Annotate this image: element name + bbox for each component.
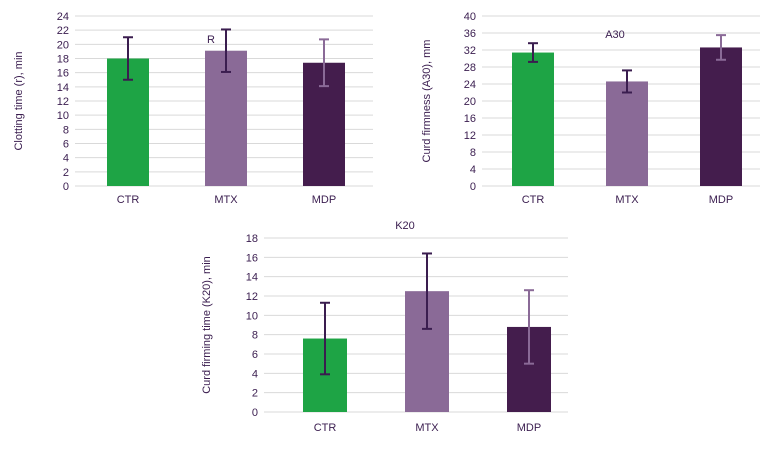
category-label: CTR xyxy=(314,422,337,434)
category-label: MTX xyxy=(615,194,639,206)
y-tick-label: 10 xyxy=(57,110,69,122)
chart-title: A30 xyxy=(605,29,625,41)
bar-mtx xyxy=(606,81,648,186)
category-label: MTX xyxy=(415,422,439,434)
y-tick-label: 10 xyxy=(246,310,258,322)
y-tick-label: 24 xyxy=(57,11,69,23)
y-tick-label: 4 xyxy=(63,153,69,165)
category-label: MDP xyxy=(709,194,733,206)
y-tick-label: 0 xyxy=(252,407,258,419)
y-tick-label: 20 xyxy=(57,39,69,51)
y-tick-label: 14 xyxy=(57,82,69,94)
y-tick-label: 2 xyxy=(252,388,258,400)
y-tick-label: 0 xyxy=(470,181,476,193)
curd-firmness-chart: 0 4 8 12 16 20 24 28 32 36 40 CTR MTX MDP A30 Curd firm… xyxy=(421,11,760,206)
y-tick-label: 8 xyxy=(63,124,69,136)
y-tick-label: 36 xyxy=(464,28,476,40)
y-tick-label: 4 xyxy=(252,368,258,380)
category-label: MDP xyxy=(517,422,541,434)
chart-title: R xyxy=(207,34,215,46)
y-tick-label: 12 xyxy=(464,130,476,142)
category-label: CTR xyxy=(522,194,545,206)
y-tick-label: 0 xyxy=(63,181,69,193)
category-label: MTX xyxy=(214,194,238,206)
y-tick-label: 40 xyxy=(464,11,476,23)
y-tick-label: 28 xyxy=(464,62,476,74)
y-axis-label: Curd firming time (K20), min xyxy=(201,256,213,394)
y-tick-label: 12 xyxy=(57,96,69,108)
y-tick-label: 6 xyxy=(63,139,69,151)
y-axis-label: Curd firmness (A30), mm xyxy=(421,40,433,163)
y-tick-label: 20 xyxy=(464,96,476,108)
y-tick-label: 12 xyxy=(246,291,258,303)
y-tick-label: 24 xyxy=(464,79,476,91)
y-tick-label: 2 xyxy=(63,167,69,179)
category-label: MDP xyxy=(312,194,336,206)
y-tick-label: 6 xyxy=(252,349,258,361)
y-axis-label: Clotting time (r), min xyxy=(13,51,25,150)
y-tick-label: 32 xyxy=(464,45,476,57)
y-tick-label: 4 xyxy=(470,164,476,176)
y-tick-label: 8 xyxy=(252,330,258,342)
y-tick-label: 16 xyxy=(464,113,476,125)
bar-ctr xyxy=(512,52,554,186)
curd-firming-time-chart: 0 2 4 6 8 10 12 14 16 18 CTR MTX MDP K20 Curd firming … xyxy=(201,220,568,434)
chart-title: K20 xyxy=(395,220,415,232)
y-tick-label: 18 xyxy=(57,54,69,66)
y-tick-label: 8 xyxy=(470,147,476,159)
y-tick-label: 22 xyxy=(57,25,69,37)
bar-mtx xyxy=(205,50,247,187)
bar-mdp xyxy=(700,47,742,187)
category-label: CTR xyxy=(117,194,140,206)
y-tick-label: 18 xyxy=(246,233,258,245)
y-tick-label: 16 xyxy=(246,252,258,264)
y-tick-label: 16 xyxy=(57,68,69,80)
y-tick-label: 14 xyxy=(246,272,258,284)
